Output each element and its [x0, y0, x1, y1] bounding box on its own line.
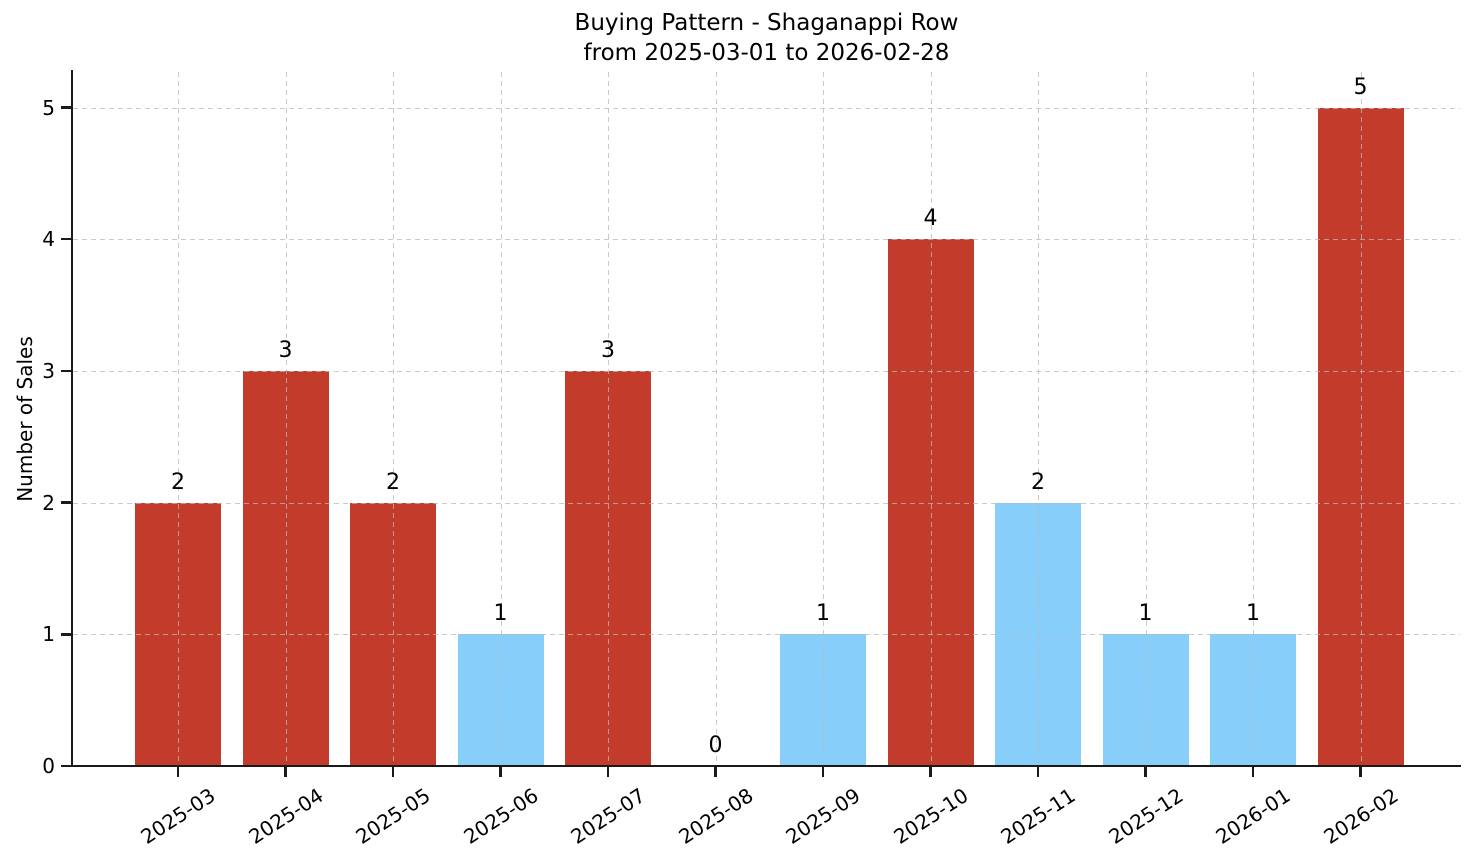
- bar-value-label: 1: [493, 601, 508, 627]
- x-tick-mark: [499, 767, 502, 777]
- x-tick-label: 2025-10: [888, 783, 973, 849]
- x-tick-label: 2025-03: [136, 783, 220, 849]
- bar: [995, 502, 1081, 766]
- x-tick-mark: [1036, 767, 1040, 777]
- x-tick-label: 2025-04: [243, 783, 328, 849]
- x-tick-mark: [176, 767, 180, 777]
- y-tick-label: 3: [42, 358, 55, 383]
- bar-value-label: 3: [601, 337, 615, 363]
- x-tick-mark: [606, 767, 610, 777]
- chart-title: Buying Pattern - Shaganappi Row: [574, 10, 959, 36]
- x-tick-label: 2025-09: [781, 783, 865, 849]
- y-axis-spine: [70, 70, 73, 767]
- x-tick-label: 2025-08: [673, 783, 758, 849]
- x-tick-mark: [714, 767, 717, 777]
- x-tick-label: 2025-07: [566, 783, 650, 849]
- x-tick-label: 2025-05: [351, 783, 435, 849]
- x-tick-mark: [821, 767, 825, 777]
- bar: [350, 502, 436, 766]
- bar-value-label: 1: [1138, 601, 1153, 627]
- bar-value-label: 0: [708, 733, 723, 758]
- y-tick-mark: [61, 501, 71, 504]
- y-tick-label: 4: [42, 227, 55, 252]
- bar: [1102, 634, 1189, 766]
- bar-value-label: 1: [1246, 601, 1260, 627]
- gridline-vertical: [715, 72, 717, 766]
- y-tick-mark: [61, 633, 71, 636]
- y-tick-mark: [61, 106, 71, 109]
- bar-value-label: 2: [1031, 469, 1045, 495]
- y-tick-label: 5: [42, 95, 55, 120]
- y-tick-mark: [61, 237, 71, 241]
- bar-value-label: 1: [816, 601, 830, 627]
- x-tick-mark: [1251, 767, 1255, 777]
- bar: [565, 370, 651, 766]
- x-tick-mark: [284, 767, 287, 777]
- bar: [1210, 634, 1296, 766]
- y-tick-mark: [61, 764, 71, 768]
- x-tick-label: 2026-01: [1211, 783, 1295, 849]
- bar: [780, 634, 866, 766]
- plot-area: 2 3 2 1 3 0 1 4 2 1 1 5: [73, 72, 1460, 766]
- chart-title-block: Buying Pattern - Shaganappi Row from 202…: [73, 8, 1460, 69]
- bar: [1317, 107, 1404, 766]
- bar-value-label: 2: [386, 469, 400, 495]
- x-tick-mark: [1144, 767, 1147, 777]
- bar: [242, 370, 329, 766]
- x-tick-label: 2025-12: [1103, 783, 1188, 849]
- y-tick-label: 0: [42, 754, 55, 778]
- bar: [457, 634, 544, 766]
- bar-value-label: 5: [1353, 74, 1368, 100]
- x-axis-spine: [70, 764, 1461, 767]
- y-tick-mark: [61, 369, 71, 373]
- x-tick-label: 2025-11: [996, 783, 1080, 849]
- x-tick-mark: [929, 767, 932, 777]
- x-tick-mark: [391, 767, 395, 777]
- bar-value-label: 4: [923, 206, 938, 232]
- y-tick-label: 2: [42, 490, 55, 515]
- x-tick-label: 2026-02: [1318, 783, 1403, 849]
- bar: [887, 239, 974, 766]
- gridline-horizontal: [73, 107, 1460, 109]
- bar: [135, 502, 221, 766]
- bar-value-label: 3: [278, 337, 293, 363]
- x-tick-mark: [1359, 767, 1362, 777]
- y-tick-label: 1: [42, 622, 55, 647]
- x-tick-label: 2025-06: [458, 783, 543, 849]
- bar-value-label: 2: [171, 469, 185, 495]
- chart-subtitle: from 2025-03-01 to 2026-02-28: [583, 40, 950, 67]
- gridline-horizontal: [73, 239, 1460, 241]
